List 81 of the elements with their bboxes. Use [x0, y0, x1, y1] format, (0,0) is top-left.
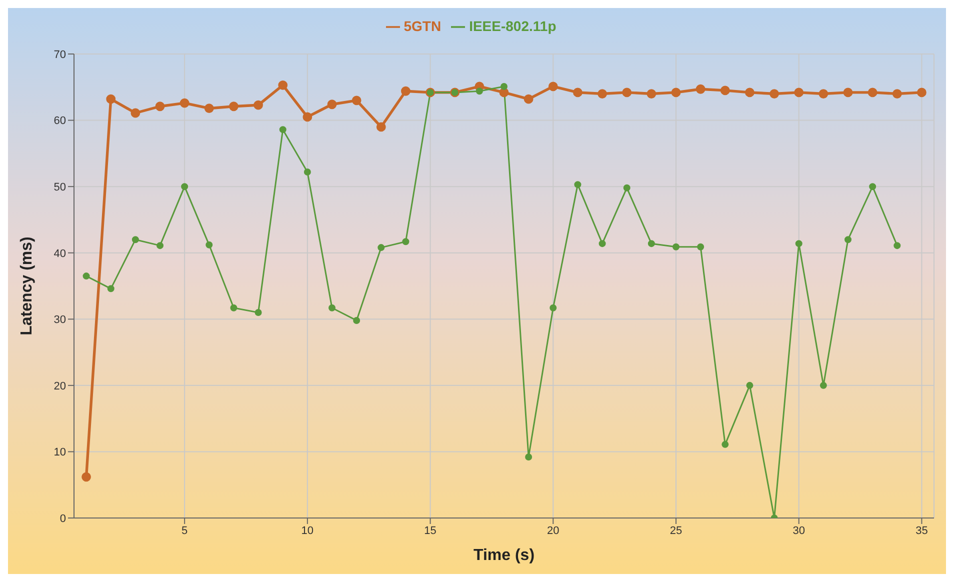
point: [794, 88, 804, 98]
point: [672, 243, 680, 250]
point: [106, 94, 116, 104]
point: [230, 304, 238, 312]
point: [278, 80, 288, 90]
point: [328, 304, 336, 312]
y-axis-title: Latency (ms): [18, 236, 36, 336]
point: [156, 242, 164, 250]
point: [917, 88, 926, 98]
x-tick-label: 35: [916, 524, 928, 537]
x-tick-label: 25: [670, 524, 682, 537]
point: [868, 88, 878, 98]
y-tick-label: 40: [54, 248, 66, 260]
y-tick-label: 0: [60, 512, 66, 525]
point: [720, 86, 730, 96]
point: [892, 89, 902, 98]
point: [82, 472, 91, 482]
x-tick-label: 15: [424, 524, 436, 537]
point: [550, 304, 557, 312]
point: [843, 88, 853, 98]
point: [844, 236, 852, 244]
point: [696, 84, 706, 94]
point: [598, 89, 607, 98]
point: [180, 98, 190, 108]
point: [304, 168, 311, 176]
point: [401, 86, 410, 96]
point: [206, 241, 213, 248]
x-axis-title: Time (s): [473, 547, 535, 564]
point: [671, 88, 681, 98]
point: [82, 272, 90, 280]
point: [107, 285, 114, 292]
point: [574, 181, 582, 188]
point: [573, 88, 582, 98]
point: [818, 89, 828, 98]
point: [155, 102, 165, 112]
x-tick-label: 10: [301, 524, 314, 537]
point: [376, 122, 386, 132]
point: [525, 454, 532, 461]
point: [548, 82, 558, 92]
point: [770, 89, 779, 98]
point: [648, 240, 655, 248]
legend-label: 5GTN: [404, 18, 442, 34]
point: [598, 240, 606, 248]
point: [352, 96, 362, 106]
y-tick-label: 30: [54, 314, 66, 326]
point: [402, 238, 410, 246]
point: [204, 104, 214, 114]
y-tick-label: 60: [54, 115, 66, 128]
x-tick-label: 5: [182, 524, 188, 537]
point: [524, 94, 534, 104]
x-tick-label: 20: [547, 524, 560, 537]
point: [476, 88, 483, 95]
point: [795, 240, 802, 248]
point: [254, 309, 262, 316]
legend-label: IEEE-802.11p: [469, 18, 556, 34]
point: [130, 108, 140, 118]
point: [869, 183, 876, 190]
point: [327, 100, 337, 110]
point: [697, 243, 704, 250]
point: [623, 184, 630, 192]
point: [229, 102, 238, 112]
point: [181, 183, 188, 190]
point: [500, 82, 508, 90]
y-tick-label: 20: [54, 380, 66, 392]
point: [302, 112, 312, 122]
point: [132, 236, 139, 244]
point: [622, 88, 632, 98]
x-tick-label: 30: [792, 524, 805, 537]
y-tick-label: 10: [54, 446, 66, 459]
point: [894, 242, 901, 250]
y-tick-label: 70: [54, 48, 66, 61]
point: [746, 382, 754, 389]
point: [353, 316, 360, 324]
y-tick-label: 50: [54, 181, 66, 194]
point: [646, 89, 656, 98]
point: [745, 88, 754, 98]
point: [279, 126, 286, 134]
point: [254, 100, 263, 110]
point: [820, 382, 827, 389]
point: [722, 440, 729, 448]
point: [378, 244, 385, 252]
